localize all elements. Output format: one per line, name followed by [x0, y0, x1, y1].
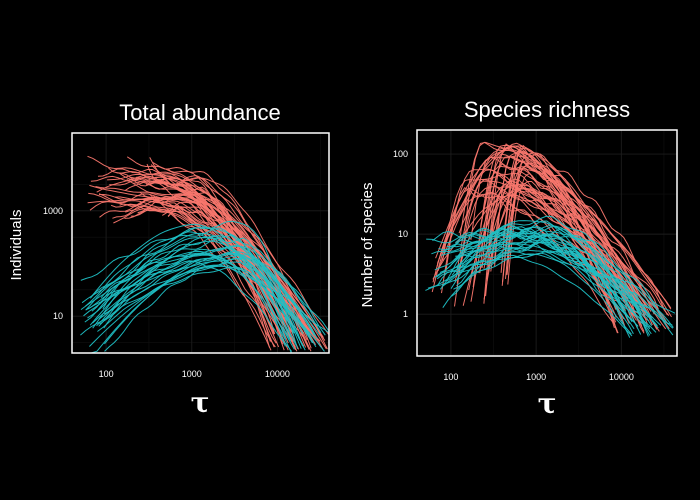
series-line-red [126, 156, 317, 345]
x-tick-label: 1000 [526, 372, 546, 382]
x-tick-label: 10000 [265, 369, 290, 379]
series-line-red [107, 171, 276, 335]
series-line-red [112, 205, 276, 348]
series-group [80, 155, 329, 354]
series-line-teal [441, 239, 635, 330]
panel-total-abundance: Total abundance 100 1000 10000 10 1000 Indiv… [8, 100, 330, 419]
series-line-teal [455, 247, 657, 333]
series-line-red [506, 165, 623, 322]
series-line-teal [84, 244, 329, 331]
series-line-teal [104, 252, 315, 345]
series-line-red [99, 194, 307, 348]
series-line-teal [97, 261, 304, 334]
x-tick-label: 1000 [182, 369, 202, 379]
x-tick-label: 100 [99, 369, 114, 379]
series-line-red [442, 178, 625, 320]
series-line-teal [436, 232, 676, 314]
series-line-teal [80, 220, 298, 349]
series-line-teal [96, 247, 304, 347]
series-line-red [116, 170, 312, 349]
series-line-red [437, 193, 615, 324]
series-line-teal [102, 231, 305, 348]
x-axis-label: τ [538, 387, 557, 420]
series-line-teal [456, 242, 633, 323]
y-axis-label: Individuals [8, 210, 25, 281]
y-tick-label: 10 [398, 229, 408, 239]
y-tick-label: 1 [403, 309, 408, 319]
series-line-teal [99, 265, 292, 353]
series-line-teal [426, 225, 674, 329]
series-group [425, 141, 676, 338]
series-line-red [109, 177, 322, 348]
series-line-red [177, 175, 270, 348]
series-line-teal [89, 250, 311, 337]
series-line-teal [427, 250, 673, 326]
series-line-teal [454, 228, 674, 336]
series-line-teal [92, 245, 322, 333]
series-line-red [481, 153, 672, 309]
x-tick-label: 10000 [609, 372, 634, 382]
series-line-teal [442, 254, 633, 337]
series-line-teal [89, 227, 326, 336]
tick-labels: 100 1000 10000 10 1000 [43, 206, 290, 379]
tick-labels: 100 1000 10000 1 10 100 [393, 149, 634, 382]
series-line-teal [87, 257, 302, 349]
series-line-teal [98, 254, 329, 333]
series-line-red [501, 184, 652, 312]
y-axis-label: Number of species [359, 182, 376, 307]
series-line-teal [81, 252, 311, 335]
series-line-teal [100, 237, 292, 338]
y-tick-label: 1000 [43, 206, 63, 216]
panel-species-richness: Species richness 100 1000 10000 1 10 100 Numb… [359, 97, 678, 420]
series-line-teal [436, 235, 629, 318]
series-line-teal [454, 241, 651, 330]
series-line-teal [450, 235, 651, 336]
x-axis-label: τ [191, 386, 210, 419]
series-line-teal [434, 215, 658, 327]
series-line-teal [440, 243, 662, 326]
series-line-red [483, 183, 617, 323]
series-line-teal [438, 220, 656, 324]
y-tick-label: 100 [393, 149, 408, 159]
plot-frame [416, 129, 678, 357]
series-line-red [137, 191, 329, 335]
series-line-red [436, 145, 646, 317]
series-line-teal [451, 241, 643, 314]
chart-title: Total abundance [119, 100, 280, 125]
chart-title: Species richness [464, 97, 630, 122]
series-line-red [119, 198, 277, 344]
x-tick-label: 100 [443, 372, 458, 382]
plot-frame [71, 132, 330, 354]
y-tick-label: 10 [53, 311, 63, 321]
